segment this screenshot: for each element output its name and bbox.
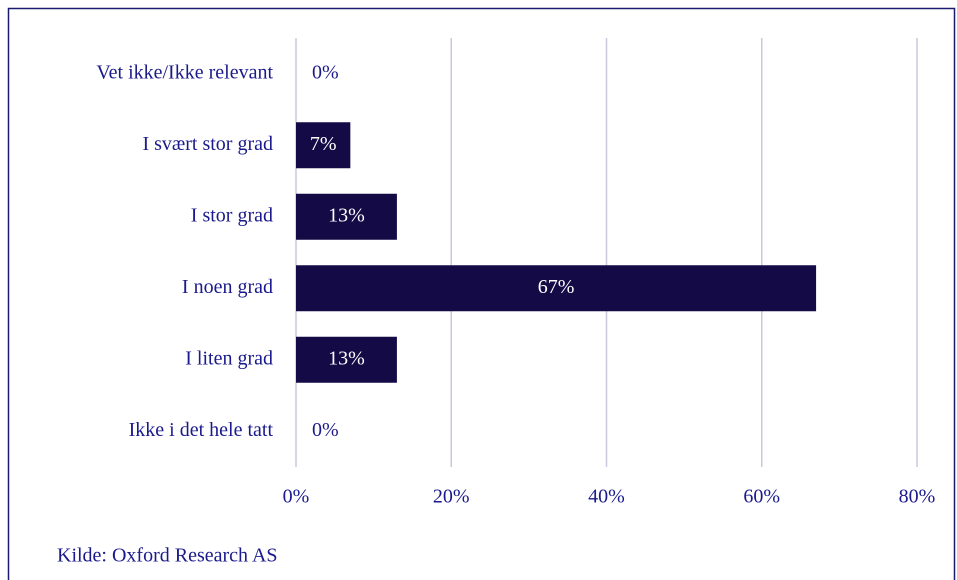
y-tick-label: Ikke i det hele tatt	[129, 419, 274, 441]
x-tick-label: 20%	[433, 486, 470, 508]
value-label: 13%	[328, 204, 365, 226]
value-label: 7%	[310, 133, 337, 155]
frame	[7, 7, 956, 580]
value-label: 13%	[328, 347, 365, 369]
value-label: 67%	[538, 276, 575, 298]
x-tick-label: 0%	[283, 486, 310, 508]
y-tick-label: I liten grad	[185, 347, 273, 369]
x-tick-label: 80%	[899, 486, 936, 508]
value-label: 0%	[312, 419, 339, 441]
source-note: Kilde: Oxford Research AS	[57, 545, 278, 567]
x-tick-label: 40%	[588, 486, 625, 508]
y-tick-label: Vet ikke/Ikke relevant	[96, 61, 273, 83]
bar	[296, 122, 351, 169]
y-tick-label: I noen grad	[182, 276, 273, 298]
x-tick-label: 60%	[743, 486, 780, 508]
bar	[296, 265, 817, 312]
bar	[296, 193, 397, 240]
y-tick-label: I svært stor grad	[142, 133, 273, 155]
value-label: 0%	[312, 61, 339, 83]
bar	[296, 336, 397, 383]
y-tick-label: I stor grad	[191, 204, 273, 226]
